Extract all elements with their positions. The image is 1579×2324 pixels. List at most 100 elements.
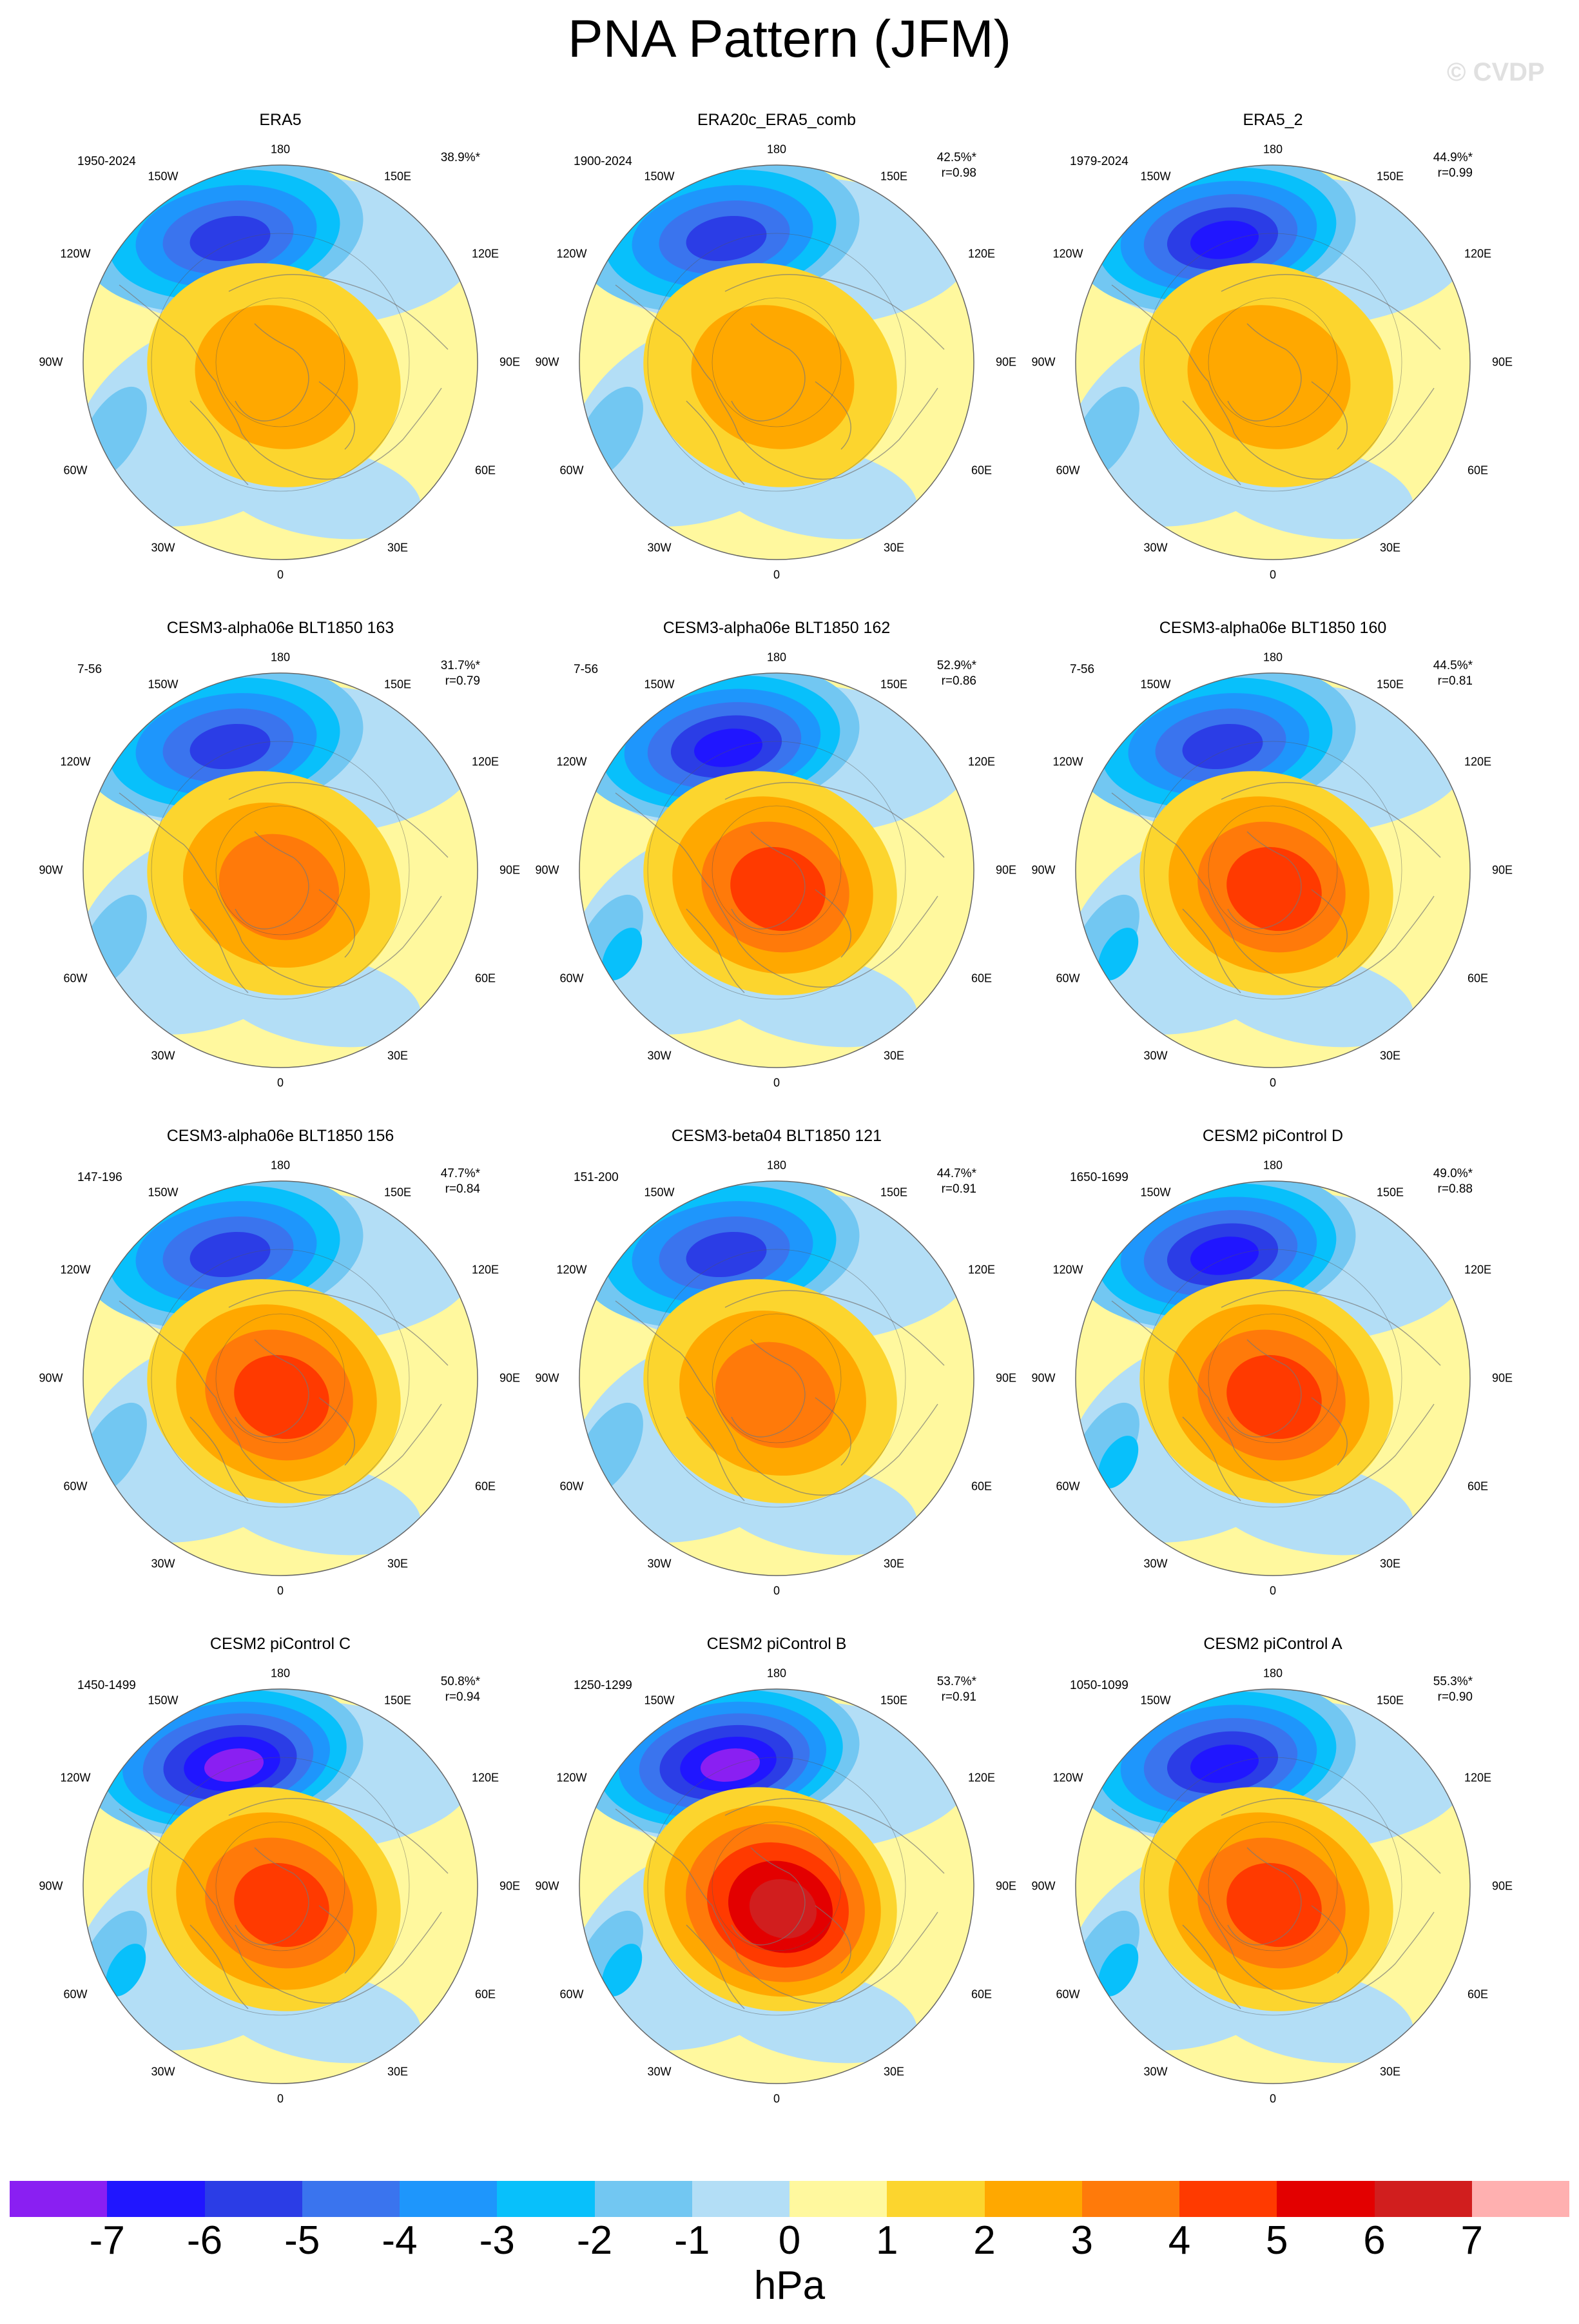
colorbar-swatch xyxy=(1374,2181,1472,2217)
longitude-label: 0 xyxy=(276,2092,284,2105)
coastline xyxy=(1111,1300,1235,1450)
longitude-label: 60E xyxy=(1467,972,1489,985)
longitude-label: 30E xyxy=(387,2065,409,2078)
map-outline xyxy=(579,164,974,560)
polar-map xyxy=(1075,672,1471,1068)
arctic-high-contour xyxy=(218,834,340,941)
colorbar-swatch xyxy=(107,2181,205,2217)
pacific-low-contour xyxy=(686,215,767,262)
longitude-label: 60E xyxy=(474,1479,496,1493)
longitude-label: 150E xyxy=(383,170,412,183)
coastline xyxy=(840,895,938,986)
panel-correlation: r=0.84 xyxy=(445,1182,480,1196)
coastline xyxy=(731,323,806,422)
coastline xyxy=(344,1911,442,2002)
coastline xyxy=(1234,1449,1338,1496)
longitude-label: 180 xyxy=(766,142,787,156)
colorbar-tick-label: -5 xyxy=(284,2218,320,2263)
coastline xyxy=(1337,1403,1435,1494)
coastline xyxy=(1337,1911,1435,2002)
pacific-low-contour xyxy=(1182,723,1263,770)
coastline xyxy=(1311,889,1348,958)
arctic-high-contour xyxy=(195,305,358,449)
longitude-label: 0 xyxy=(1269,2092,1277,2105)
longitude-label: 0 xyxy=(773,1076,780,1089)
longitude-label: 90W xyxy=(535,1879,559,1893)
panel-period: 1650-1699 xyxy=(1070,1171,1129,1184)
atlantic-low-core xyxy=(105,1944,146,1997)
longitude-label: 90W xyxy=(1031,1879,1056,1893)
arctic-high-contour xyxy=(749,1879,817,1938)
colorbar-tick-label: 2 xyxy=(973,2218,996,2263)
map-panel: CESM3-alpha06e BLT1850 160 7-56 44.5%* r=0.… xyxy=(1022,618,1524,1127)
colorbar xyxy=(10,2181,1569,2217)
colorbar-swatch xyxy=(1471,2181,1569,2217)
colorbar-tick-label: -4 xyxy=(382,2218,418,2263)
longitude-label: 60W xyxy=(559,1479,584,1493)
coastline xyxy=(737,1449,842,1496)
longitude-label: 90E xyxy=(995,355,1017,369)
panel-correlation: r=0.91 xyxy=(941,1690,976,1704)
map-outline xyxy=(1075,1180,1471,1576)
pacific-low-contour xyxy=(189,1231,271,1278)
coastline xyxy=(731,1339,806,1438)
longitude-label: 180 xyxy=(1263,650,1283,664)
map-outline xyxy=(82,1688,478,2084)
longitude-label: 150E xyxy=(1376,1186,1404,1199)
pacific-low-contour xyxy=(694,728,762,767)
coastline xyxy=(228,274,449,350)
longitude-label: 180 xyxy=(1263,1158,1283,1172)
coastline xyxy=(241,1957,345,2004)
longitude-label: 120E xyxy=(967,755,996,768)
polar-map xyxy=(579,672,974,1068)
panel-correlation: r=0.81 xyxy=(1437,674,1473,688)
panel-variance: 44.7%* xyxy=(936,1167,976,1180)
longitude-label: 120W xyxy=(1052,755,1083,768)
longitude-label: 150W xyxy=(1140,678,1171,691)
longitude-label: 90W xyxy=(1031,355,1056,369)
longitude-label: 180 xyxy=(270,1158,291,1172)
longitude-label: 30W xyxy=(1143,1049,1168,1062)
panel-correlation: r=0.88 xyxy=(1437,1182,1473,1196)
longitude-label: 60E xyxy=(971,464,993,477)
panel-period: 1950-2024 xyxy=(77,155,136,168)
longitude-label: 120E xyxy=(471,755,499,768)
coastline xyxy=(235,831,309,930)
colorbar-tick-label: 4 xyxy=(1168,2218,1191,2263)
coastline xyxy=(815,1905,851,1974)
longitude-label: 30E xyxy=(883,2065,905,2078)
longitude-label: 0 xyxy=(276,1076,284,1089)
panel-variance: 38.9%* xyxy=(440,151,480,164)
map-panel: CESM2 piControl B 1250-1299 53.7%* r=0.91 18… xyxy=(525,1634,1028,2143)
coastline xyxy=(344,387,442,478)
longitude-label: 90E xyxy=(995,1879,1017,1893)
arctic-high-contour xyxy=(1187,305,1351,449)
polar-map xyxy=(82,1180,478,1576)
panel-correlation: r=0.86 xyxy=(941,674,976,688)
map-panel: CESM3-alpha06e BLT1850 156 147-196 47.7%* r… xyxy=(29,1126,532,1635)
longitude-label: 120E xyxy=(471,1771,499,1784)
longitude-label: 30W xyxy=(647,1557,672,1570)
panel-variance: 52.9%* xyxy=(936,659,976,672)
longitude-label: 90W xyxy=(39,355,63,369)
coastline xyxy=(189,400,249,485)
colorbar-swatch xyxy=(400,2181,498,2217)
longitude-label: 150W xyxy=(148,1694,179,1707)
polar-map xyxy=(1075,164,1471,560)
longitude-label: 90W xyxy=(1031,863,1056,877)
longitude-label: 120E xyxy=(471,1263,499,1276)
longitude-label: 90W xyxy=(39,863,63,877)
longitude-label: 60E xyxy=(971,972,993,985)
panel-title: CESM2 piControl A xyxy=(1203,1635,1342,1653)
longitude-label: 120E xyxy=(1464,1263,1492,1276)
longitude-label: 30E xyxy=(387,1049,409,1062)
longitude-label: 90E xyxy=(499,863,521,877)
longitude-label: 0 xyxy=(276,1584,284,1597)
colorbar-tick-label: 3 xyxy=(1070,2218,1093,2263)
panel-period: 1900-2024 xyxy=(574,155,632,168)
longitude-label: 90W xyxy=(535,863,559,877)
arctic-high-contour xyxy=(234,1862,329,1948)
longitude-label: 60W xyxy=(1056,1479,1080,1493)
colorbar-swatch xyxy=(302,2181,400,2217)
longitude-label: 0 xyxy=(1269,1076,1277,1089)
